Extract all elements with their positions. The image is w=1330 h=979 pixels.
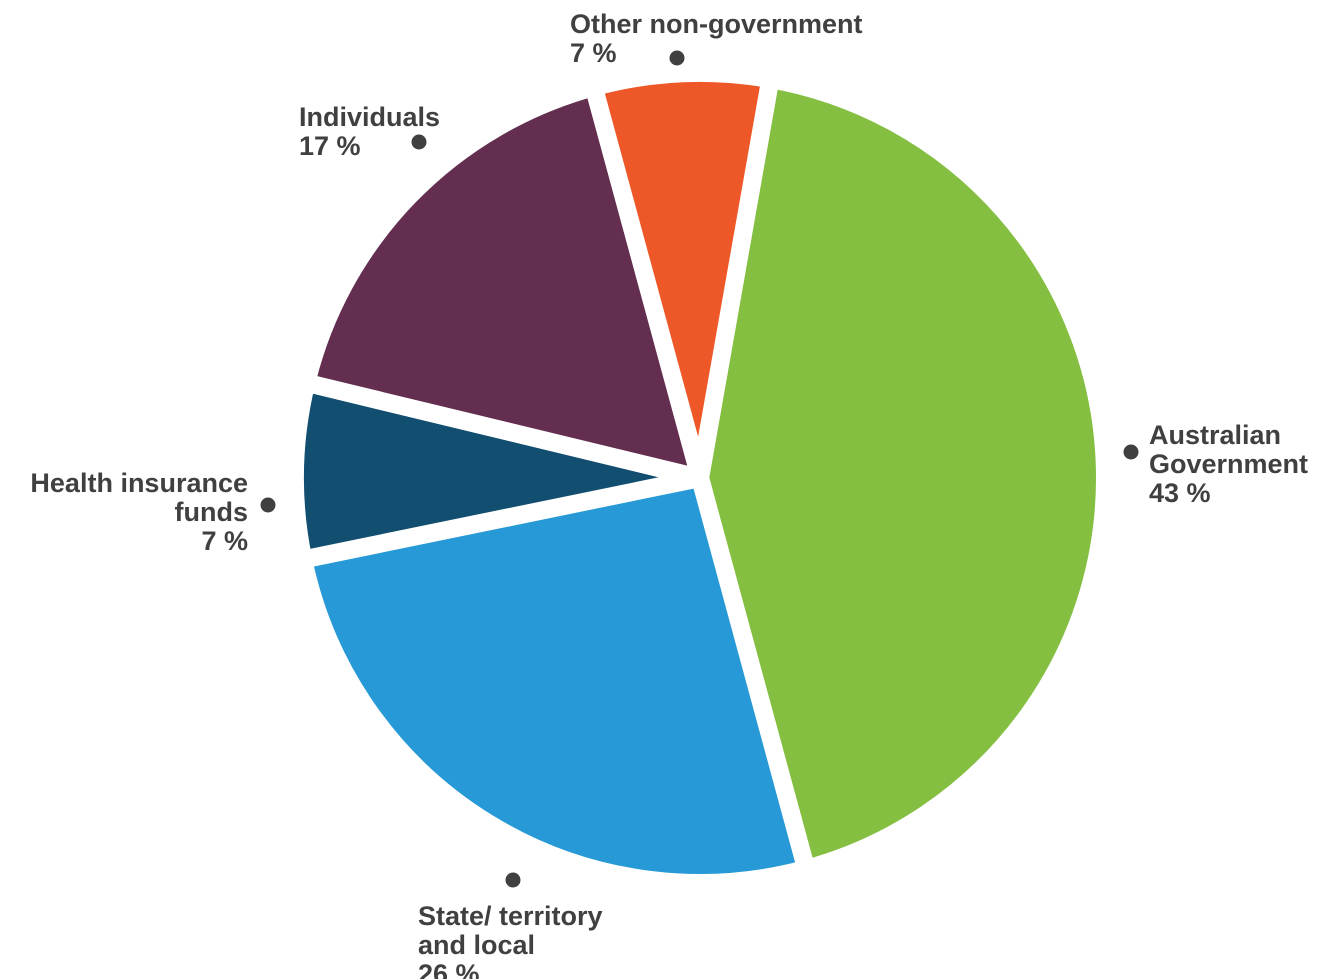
- slice-value-label: 7 %: [570, 38, 617, 68]
- pie-slice-state-territory-and-local: [292, 467, 818, 892]
- label-dot-other-non-government: [669, 50, 685, 66]
- slice-label-australian-government: Australian Government 43 %: [1149, 420, 1308, 508]
- pie-slices: [286, 64, 1114, 892]
- slice-name-line: Government: [1149, 449, 1308, 479]
- slice-name-line: Individuals: [299, 102, 440, 132]
- pie-slice-other-non-government: [582, 64, 781, 481]
- label-dot-australian-government: [1123, 444, 1139, 460]
- slice-label-state-territory-and-local: State/ territory and local 26 %: [418, 901, 603, 979]
- slice-label-other-non-government: Other non-government 7 %: [570, 9, 863, 68]
- slice-name-line: funds: [175, 497, 249, 527]
- slice-name-line: Health insurance: [30, 468, 248, 498]
- pie-labels: Australian Government 43 % State/ territory…: [30, 9, 1308, 979]
- slice-value-label: 43 %: [1149, 478, 1211, 508]
- slice-name-line: State/ territory: [418, 901, 603, 931]
- slice-value-label: 26 %: [418, 959, 480, 979]
- slice-name-line: and local: [418, 930, 535, 960]
- slice-name-line: Other non-government: [570, 9, 863, 39]
- label-dot-state-territory-and-local: [505, 872, 521, 888]
- slice-value-label: 17 %: [299, 131, 361, 161]
- slice-value-label: 7 %: [201, 526, 248, 556]
- label-dot-health-insurance-funds: [260, 497, 276, 513]
- slice-label-individuals: Individuals 17 %: [299, 102, 440, 161]
- pie-slice-individuals: [295, 76, 713, 491]
- label-dot-individuals: [411, 134, 427, 150]
- slice-name-line: Australian: [1149, 420, 1281, 450]
- pie-slice-australian-government: [690, 68, 1114, 880]
- slice-label-health-insurance-funds: Health insurance funds 7 %: [30, 468, 248, 556]
